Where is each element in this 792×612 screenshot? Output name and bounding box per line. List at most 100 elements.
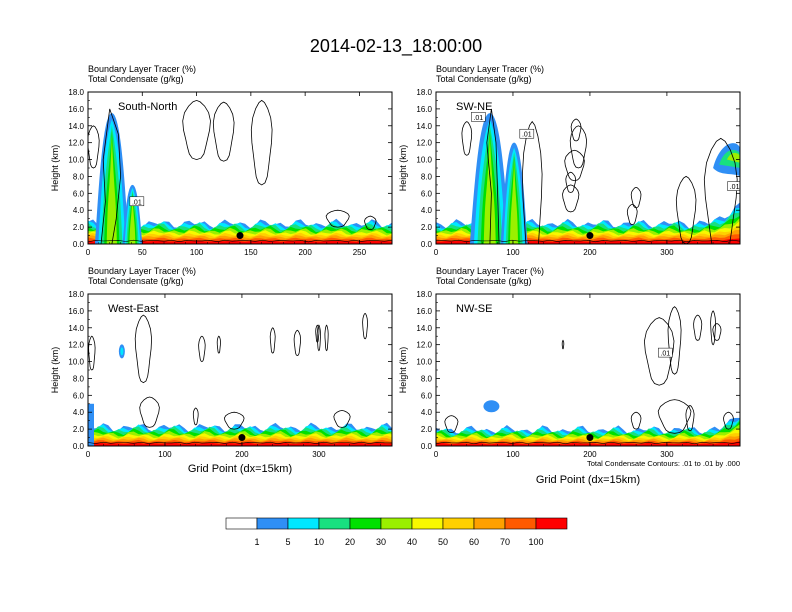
plot-background [88,294,392,446]
location-marker [236,232,244,240]
figure-title: 2014-02-13_18:00:00 [310,36,482,57]
x-tick-label: 250 [353,248,367,257]
x-tick-label: 200 [583,450,597,459]
y-axis-label: Height (km) [398,347,408,394]
panel-title-line2: Total Condensate (g/kg) [88,74,184,84]
condensate-contour [134,314,153,384]
condensate-contour [703,137,738,244]
condensate-contour [269,327,276,354]
condensate-contour [570,118,582,142]
y-tick-label: 12.0 [416,139,432,148]
colorbar-swatch [411,517,444,530]
condensate-contour [362,312,368,340]
y-tick-label: 8.0 [421,172,433,181]
plume [510,160,519,244]
colorbar-label: 30 [376,537,386,547]
colorbar-swatch [535,517,568,530]
x-axis-label: Grid Point (dx=15km) [188,463,292,475]
y-tick-label: 6.0 [421,391,433,400]
colorbar-label: 50 [438,537,448,547]
x-tick-label: 50 [138,248,147,257]
x-tick-label: 150 [244,248,258,257]
y-tick-label: 6.0 [73,189,85,198]
panel-west-east: Boundary Layer Tracer (%)Total Condensat… [50,266,393,475]
x-tick-label: 100 [158,450,172,459]
contour-label-box [658,347,673,358]
panel-title-line1: Boundary Layer Tracer (%) [88,64,196,74]
location-marker [238,434,246,442]
y-tick-label: 18.0 [68,290,84,299]
condensate-contour [710,310,716,346]
y-tick-label: 4.0 [421,408,433,417]
y-axis-label: Height (km) [50,347,60,394]
small-blob [483,400,500,413]
y-tick-label: 6.0 [421,189,433,198]
condensate-contour [521,120,543,244]
condensate-contour [100,108,122,244]
terrain-line [436,441,740,446]
panel-title-line2: Total Condensate (g/kg) [436,276,532,286]
panel-south-north: Boundary Layer Tracer (%)Total Condensat… [50,64,393,257]
y-axis-label: Height (km) [398,145,408,192]
condensate-contour [325,209,350,228]
y-tick-label: 2.0 [73,425,85,434]
y-tick-label: 16.0 [68,105,84,114]
colorbar-swatch [442,517,475,530]
panel-title-line1: Boundary Layer Tracer (%) [88,266,196,276]
condensate-contour [364,215,377,231]
colorbar: 1 5 10 20 30 40 50 60 70 100 [225,517,568,547]
condensate-contour [657,399,692,434]
condensate-contour [139,396,160,428]
panel-title-line1: Boundary Layer Tracer (%) [436,64,544,74]
colorbar-swatch [504,517,537,530]
colorbar-swatch [225,517,258,530]
y-tick-label: 8.0 [421,374,433,383]
condensate-contour [316,324,321,352]
condensate-contour [630,411,642,430]
y-tick-label: 10.0 [416,156,432,165]
contour-label-text: .01 [132,199,142,206]
contour-label-text: .01 [473,115,483,122]
colorbar-swatch [287,517,320,530]
contour-label-box [519,128,535,139]
y-tick-label: 8.0 [73,374,85,383]
condensate-contour [626,203,638,226]
condensate-contour [192,407,199,426]
condensate-contour [216,335,221,354]
x-tick-label: 300 [660,450,674,459]
x-tick-label: 100 [190,248,204,257]
contour-label: .01 [658,347,673,358]
condensate-contour [324,324,329,352]
condensate-contour [293,329,302,357]
colorbar-label: 5 [285,537,290,547]
condensate-contour [198,335,206,363]
plot-area: .01 [88,92,392,244]
condensate-contour [693,314,703,341]
contour-label-box [129,196,145,207]
plume [106,136,117,244]
colorbar-swatch [256,517,289,530]
panel-sw-ne: Boundary Layer Tracer (%)Total Condensat… [398,64,741,257]
panels: Boundary Layer Tracer (%)Total Condensat… [50,64,741,486]
colorbar-label: 1 [254,537,259,547]
colorbar-label: 60 [469,537,479,547]
condensate-contour [667,306,682,375]
condensate-contour [561,339,565,350]
condensate-contour [333,410,351,428]
contour-label: .01 [727,181,740,191]
contour-label: .01 [471,112,486,122]
colorbar-swatch [318,517,351,530]
y-tick-label: 0.0 [73,240,85,249]
condensate-contour [562,184,580,213]
y-tick-label: 0.0 [421,442,433,451]
contour-label-box [471,112,486,122]
edge-plume [88,403,94,446]
x-tick-label: 300 [660,248,674,257]
tracer-band-10 [436,441,740,446]
panel-label: South-North [118,101,177,113]
plume [129,195,136,244]
y-tick-label: 16.0 [416,307,432,316]
contour-label: .01 [519,128,535,139]
condensate-contour [250,99,273,186]
condensate-contour [723,411,734,430]
